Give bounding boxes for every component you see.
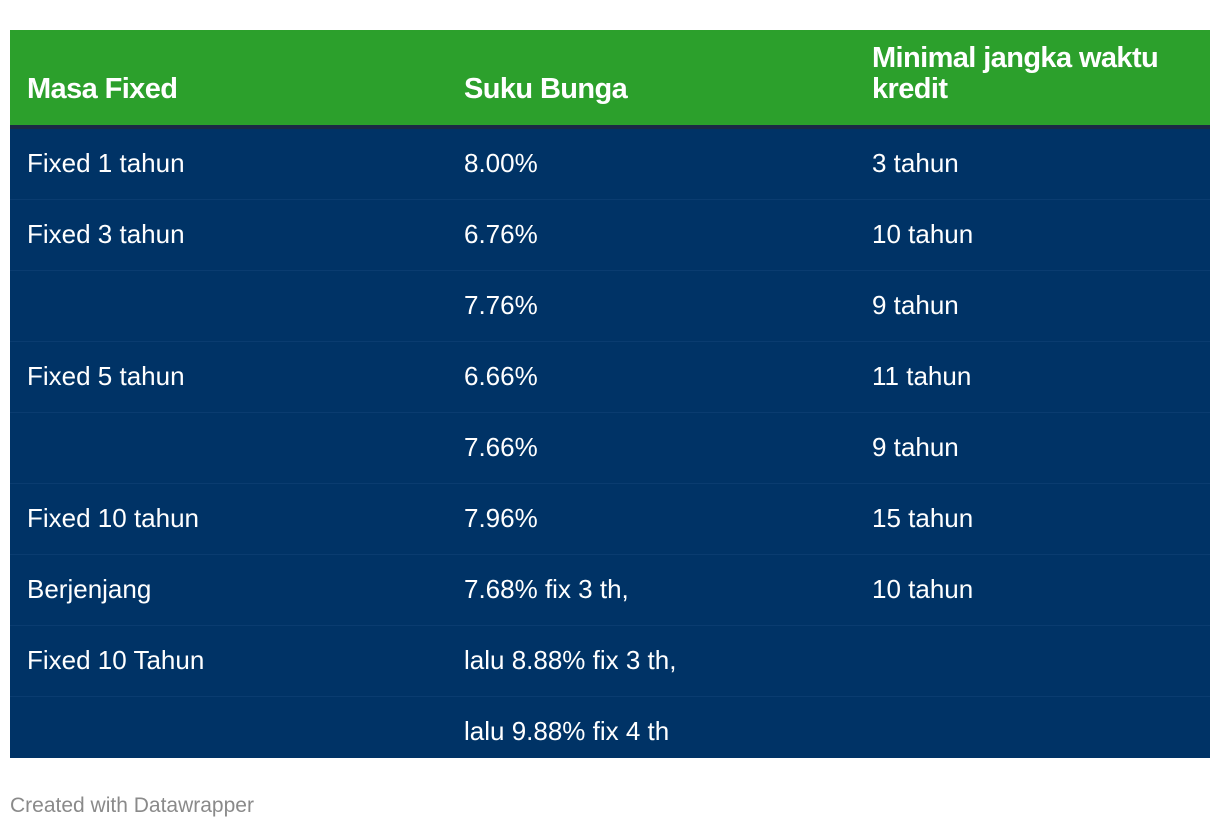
table-header: Masa Fixed Suku Bunga Minimal jangka wak… [10,30,1210,129]
cell-jangka-waktu: 11 tahun [872,361,972,391]
rates-table: Masa Fixed Suku Bunga Minimal jangka wak… [10,30,1210,758]
cell-suku-bunga: 7.96% [464,503,538,533]
cell-suku-bunga: 7.66% [464,432,538,462]
cell-jangka-waktu: 15 tahun [872,503,974,533]
cell-jangka-waktu: 3 tahun [872,148,959,178]
table-body: Fixed 1 tahun 8.00% 3 tahun Fixed 3 tahu… [10,129,1210,758]
table-row: Fixed 3 tahun 6.76% 10 tahun [10,200,1210,271]
table-row: Fixed 10 Tahun lalu 8.88% fix 3 th, [10,626,1210,697]
datawrapper-credit: Created with Datawrapper [10,794,254,817]
cell-suku-bunga: 7.76% [464,290,538,320]
table-row: 7.66% 9 tahun [10,413,1210,484]
cell-jangka-waktu: 9 tahun [872,290,959,320]
cell-masa-fixed: Fixed 1 tahun [27,148,185,178]
table-row: Fixed 5 tahun 6.66% 11 tahun [10,342,1210,413]
cell-masa-fixed: Fixed 3 tahun [27,219,185,249]
table-row: Fixed 10 tahun 7.96% 15 tahun [10,484,1210,555]
cell-suku-bunga: lalu 9.88% fix 4 th [464,716,670,746]
cell-masa-fixed: Fixed 5 tahun [27,361,185,391]
cell-jangka-waktu: 10 tahun [872,574,974,604]
cell-jangka-waktu: 9 tahun [872,432,959,462]
header-minimal-jangka-waktu: Minimal jangka waktu kredit [872,42,1159,105]
header-masa-fixed: Masa Fixed [27,73,178,105]
cell-suku-bunga: 6.66% [464,361,538,391]
table-row: 7.76% 9 tahun [10,271,1210,342]
cell-masa-fixed: Fixed 10 Tahun [27,645,205,675]
header-suku-bunga: Suku Bunga [464,73,628,105]
table-row: lalu 9.88% fix 4 th [10,697,1210,767]
cell-jangka-waktu: 10 tahun [872,219,974,249]
cell-suku-bunga: 8.00% [464,148,538,178]
table-row: Fixed 1 tahun 8.00% 3 tahun [10,129,1210,200]
cell-masa-fixed: Fixed 10 tahun [27,503,200,533]
cell-masa-fixed: Berjenjang [27,574,152,604]
table-row: Berjenjang 7.68% fix 3 th, 10 tahun [10,555,1210,626]
cell-suku-bunga: 7.68% fix 3 th, [464,574,629,604]
cell-suku-bunga: 6.76% [464,219,538,249]
cell-suku-bunga: lalu 8.88% fix 3 th, [464,645,677,675]
